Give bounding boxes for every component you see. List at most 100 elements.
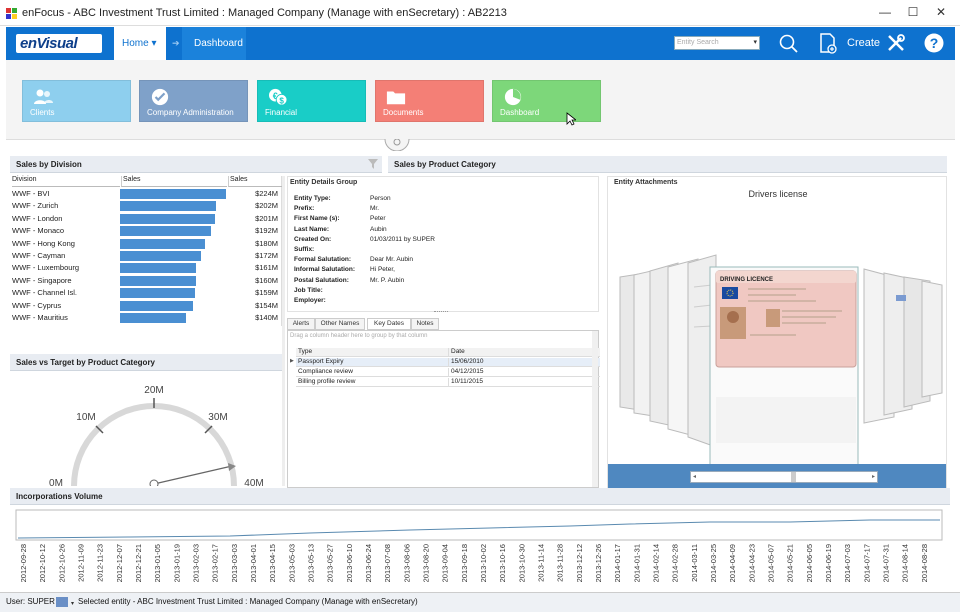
division-name: WWF - London [12, 213, 63, 223]
create-button[interactable]: Create [847, 37, 881, 49]
scroll-thumb[interactable] [791, 472, 796, 482]
x-axis-tick-label: 2013-02-17 [211, 544, 220, 582]
scroll-left-icon[interactable]: ◂ [693, 474, 697, 480]
table-row[interactable]: WWF - Cayman $172M [10, 250, 282, 262]
table-row[interactable]: WWF - London $201M [10, 213, 282, 225]
division-name: WWF - Singapore [12, 275, 72, 285]
division-name: WWF - Hong Kong [12, 238, 75, 248]
entity-search-input[interactable]: Entity Search ▾ [674, 36, 760, 50]
column-header-date[interactable]: Date [448, 348, 465, 357]
entity-picture-icon[interactable]: ▾ [56, 597, 74, 608]
minimize-button[interactable]: — [879, 5, 891, 19]
home-menu-button[interactable]: Home ▾ [114, 27, 166, 60]
scroll-right-icon[interactable]: ▸ [871, 474, 875, 480]
collapse-handle-icon[interactable] [384, 139, 410, 151]
attachment-caption: Drivers license [748, 189, 808, 199]
panel-title: Sales by Product Category [394, 160, 496, 169]
field-value: Hi Peter, [370, 266, 395, 274]
x-axis-labels: 2012-09-28 2012-10-12 2012-10-26 2012-11-09… [19, 544, 929, 582]
tab-other-names[interactable]: Other Names [315, 318, 365, 330]
x-axis-tick-label: 2012-12-21 [134, 544, 143, 582]
panel-title: Incorporations Volume [10, 488, 950, 505]
window-titlebar: enFocus - ABC Investment Trust Limited :… [0, 0, 960, 26]
gauge-tick-label: 40M [244, 478, 263, 486]
sales-vs-target-header: Sales vs Target by Product Category [10, 354, 282, 371]
table-row[interactable]: WWF - Singapore $160M [10, 275, 282, 287]
search-icon[interactable] [779, 34, 799, 54]
window-title: enFocus - ABC Investment Trust Limited :… [22, 7, 507, 19]
table-row[interactable]: WWF - Cyprus $154M [10, 300, 282, 312]
sales-value: $180M [255, 238, 278, 248]
currency-icon: € $ [269, 88, 288, 106]
x-axis-tick-label: 2013-11-14 [537, 544, 546, 582]
gauge-tick-label: 0M [49, 478, 63, 486]
stacked-documents-left[interactable] [619, 254, 717, 448]
tile-financial[interactable]: € $ Financial [257, 80, 366, 122]
sales-bar [120, 213, 216, 224]
key-date-row[interactable]: Billing profile review 10/11/2015 [296, 378, 600, 387]
detail-tabs: Alerts Other Names Key Dates Notes [287, 318, 597, 330]
drivers-license-image[interactable]: DRIVING LICENCE [715, 270, 857, 368]
table-row[interactable]: WWF - Zurich $202M [10, 200, 282, 212]
column-header-sales-bar[interactable]: Sales [121, 176, 227, 187]
tools-icon[interactable] [886, 33, 906, 53]
x-axis-tick-label: 2013-01-19 [172, 544, 181, 582]
tile-clients[interactable]: Clients [22, 80, 131, 122]
x-axis-tick-label: 2012-11-09 [77, 544, 86, 582]
x-axis-tick-label: 2013-08-20 [422, 544, 431, 582]
vertical-scrollbar[interactable] [592, 331, 598, 487]
key-date-row[interactable]: Compliance review 04/12/2015 [296, 368, 600, 377]
x-axis-tick-label: 2014-07-03 [843, 544, 852, 582]
tile-dashboard[interactable]: Dashboard [492, 80, 601, 122]
coverflow-scrollbar[interactable]: ◂ ▸ [690, 471, 878, 483]
breadcrumb-dashboard[interactable]: Dashboard [182, 27, 246, 60]
column-header-sales[interactable]: Sales [228, 176, 282, 187]
splitter-handle[interactable] [434, 311, 448, 313]
x-axis-tick-label: 2014-07-17 [862, 544, 871, 582]
column-header-type[interactable]: Type [298, 348, 313, 355]
division-name: WWF - Luxembourg [12, 263, 80, 273]
filter-icon[interactable] [368, 159, 378, 169]
sales-bar [120, 251, 202, 261]
entity-attachments-panel: Entity Attachments Drivers license DRIVI… [607, 176, 947, 488]
attachment-coverflow[interactable]: DRIVING LICENCE [616, 247, 944, 467]
panel-splitter[interactable] [282, 176, 285, 486]
table-row[interactable]: WWF - Mauritius $140M [10, 312, 282, 324]
x-axis-tick-label: 2014-08-14 [901, 544, 910, 582]
table-row[interactable]: WWF - Monaco $192M [10, 225, 282, 237]
check-badge-icon [151, 88, 169, 106]
table-row[interactable]: WWF - Channel Isl. $159M [10, 287, 282, 299]
close-button[interactable]: ✕ [935, 5, 947, 19]
table-row[interactable]: WWF - BVI $224M [10, 188, 282, 200]
tile-company-administration[interactable]: Company Administration [139, 80, 248, 122]
chevron-down-icon[interactable]: ▾ [753, 39, 757, 46]
field-label: Suffix: [294, 246, 315, 253]
x-axis-tick-label: 2014-08-28 [920, 544, 929, 582]
stacked-documents-right[interactable] [863, 268, 943, 424]
key-date-row[interactable]: Passport Expiry 15/06/2010 [296, 358, 600, 367]
tile-documents[interactable]: Documents [375, 80, 484, 122]
incorporations-line [17, 519, 940, 539]
gauge-tick-label: 30M [208, 412, 227, 423]
field-label: First Name (s): [294, 215, 340, 223]
svg-text:$: $ [279, 96, 284, 105]
x-axis-tick-label: 2013-12-26 [594, 544, 603, 582]
key-date-type: Compliance review [298, 368, 353, 375]
division-name: WWF - Monaco [12, 226, 65, 236]
field-value: 01/03/2011 by SUPER [370, 235, 435, 243]
column-header-division[interactable]: Division [12, 176, 120, 187]
x-axis-tick-label: 2013-10-30 [517, 544, 526, 582]
table-row[interactable]: WWF - Luxembourg $161M [10, 262, 282, 274]
maximize-button[interactable]: ☐ [907, 5, 919, 19]
breadcrumb: ➔ Dashboard [172, 27, 246, 60]
tab-alerts[interactable]: Alerts [287, 318, 315, 330]
create-document-icon[interactable] [819, 33, 837, 54]
gauge-tick-label: 20M [144, 385, 163, 396]
help-icon[interactable]: ? [924, 33, 944, 53]
field-value: Dear Mr. Aubin [370, 256, 413, 264]
field-label: Last Name: [294, 225, 330, 233]
tab-notes[interactable]: Notes [411, 318, 439, 330]
table-row[interactable]: WWF - Hong Kong $180M [10, 238, 282, 250]
x-axis-tick-label: 2013-04-01 [249, 544, 258, 582]
tab-key-dates[interactable]: Key Dates [367, 318, 411, 330]
